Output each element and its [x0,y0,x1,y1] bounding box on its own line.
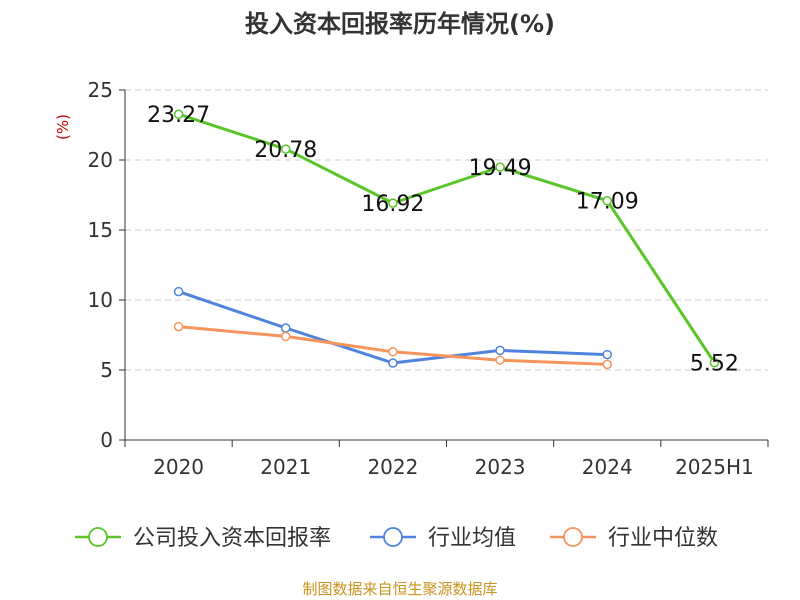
data-point [602,349,612,360]
data-point [173,109,184,119]
data-point [602,359,612,370]
y-tick-label: 25 [88,78,113,102]
x-tick-label: 2024 [582,455,633,479]
data-labels: 23.27 20.78 16.92 19.49 17.09 5.52 [147,103,739,377]
y-tick-label: 10 [88,288,113,312]
data-label: 19.49 [469,156,532,181]
data-point [281,144,291,154]
series-layer [173,109,720,370]
data-point [173,321,184,332]
data-point [495,355,505,365]
data-label: 16.92 [361,192,424,217]
legend-item: 公司投入资本回报率 [75,526,331,551]
data-point [495,345,505,356]
legend-marker [383,527,403,547]
grid-lines [125,89,768,371]
legend-label: 行业中位数 [608,526,718,551]
data-label: 20.78 [254,138,317,163]
data-label: 5.52 [690,352,739,377]
data-point [281,323,291,333]
chart-title: 投入资本回报率历年情况(%) [245,10,555,38]
legend-marker [563,527,583,547]
legend-label: 行业均值 [428,526,516,551]
data-point [388,358,398,368]
data-point [495,162,505,172]
data-label: 17.09 [576,190,639,215]
y-tick-label: 20 [88,148,113,172]
y-tick-label: 15 [88,218,113,242]
source-caption: 制图数据来自恒生聚源数据库 [302,580,497,598]
y-tick-label: 5 [100,358,113,382]
x-tick-label: 2022 [367,455,418,479]
data-point [388,347,398,357]
data-point [173,286,184,297]
axes: 0 5 10 15 20 25 2020 2021 2022 2023 2024 2025H1 [88,78,769,479]
x-tick-label: 2021 [260,455,311,479]
data-point [602,195,612,206]
legend-marker [88,527,108,547]
x-tick-label: 2023 [475,455,526,479]
legend: 公司投入资本回报率 行业均值 行业中位数 [75,526,718,551]
y-axis-label: (%) [54,114,72,140]
data-label: 23.27 [147,103,210,128]
x-tick-label: 2025H1 [675,455,754,479]
legend-label: 公司投入资本回报率 [133,526,331,551]
data-point [709,357,720,368]
data-point [388,198,398,208]
legend-item: 行业均值 [370,526,516,551]
series-line [178,112,716,364]
legend-item: 行业中位数 [550,526,718,551]
data-point [281,331,291,342]
x-tick-label: 2020 [153,455,204,479]
y-tick-label: 0 [100,428,113,452]
